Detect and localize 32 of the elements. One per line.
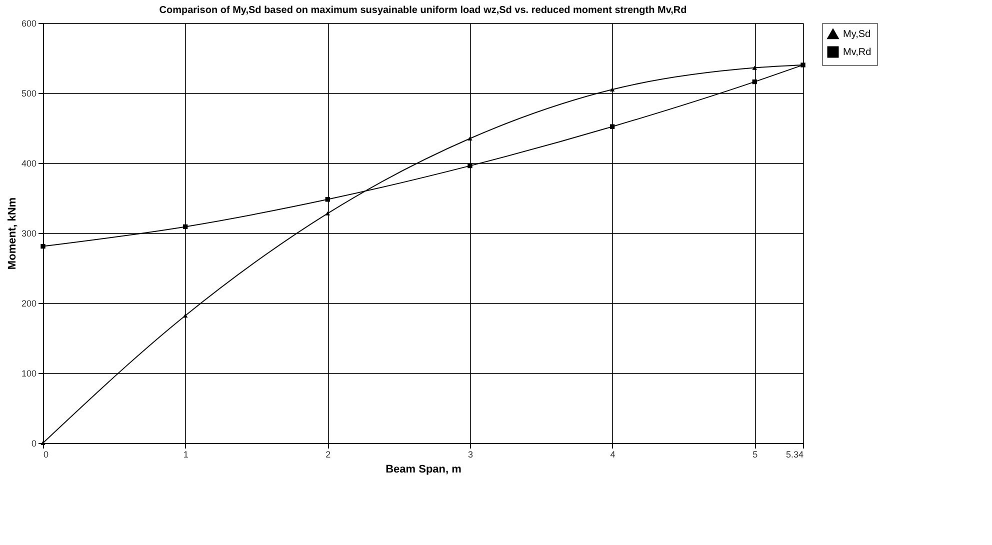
chart-title: Comparison of My,Sd based on maximum susyainable uniform load wz,Sd vs. reduced moment strength Mv,Rd bbox=[159, 5, 687, 16]
x-tick-label: 2 bbox=[326, 450, 331, 460]
y-tick-label: 500 bbox=[21, 88, 36, 98]
y-tick-label: 300 bbox=[21, 228, 36, 238]
point bbox=[610, 87, 615, 92]
legend-label: Mv,Rd bbox=[843, 47, 872, 58]
point bbox=[610, 124, 615, 129]
point bbox=[325, 211, 330, 216]
point bbox=[40, 244, 46, 249]
point bbox=[752, 79, 757, 84]
point bbox=[468, 136, 472, 141]
y-tick-label: 400 bbox=[21, 158, 36, 168]
x-tick-label: 0 bbox=[44, 450, 49, 460]
point bbox=[325, 197, 330, 202]
y-tick-label: 0 bbox=[31, 438, 36, 448]
point bbox=[40, 440, 46, 446]
point bbox=[468, 163, 472, 168]
y-tick-label: 100 bbox=[21, 368, 36, 378]
legend-label: My,Sd bbox=[843, 29, 871, 40]
x-tick-label: 1 bbox=[183, 450, 188, 460]
y-axis-title: Moment, kNm bbox=[6, 197, 18, 270]
x-tick-label: 4 bbox=[610, 450, 616, 460]
y-tick-label: 200 bbox=[21, 298, 36, 308]
y-tick-label: 600 bbox=[21, 18, 36, 28]
x-axis-title: Beam Span, m bbox=[386, 464, 462, 476]
x-tick-label: 5.34 bbox=[786, 450, 804, 460]
x-tick-label: 3 bbox=[468, 450, 473, 460]
point bbox=[182, 314, 188, 318]
x-tick-label: 5 bbox=[752, 450, 758, 460]
point bbox=[800, 62, 806, 68]
point bbox=[752, 66, 757, 70]
point bbox=[182, 224, 188, 230]
